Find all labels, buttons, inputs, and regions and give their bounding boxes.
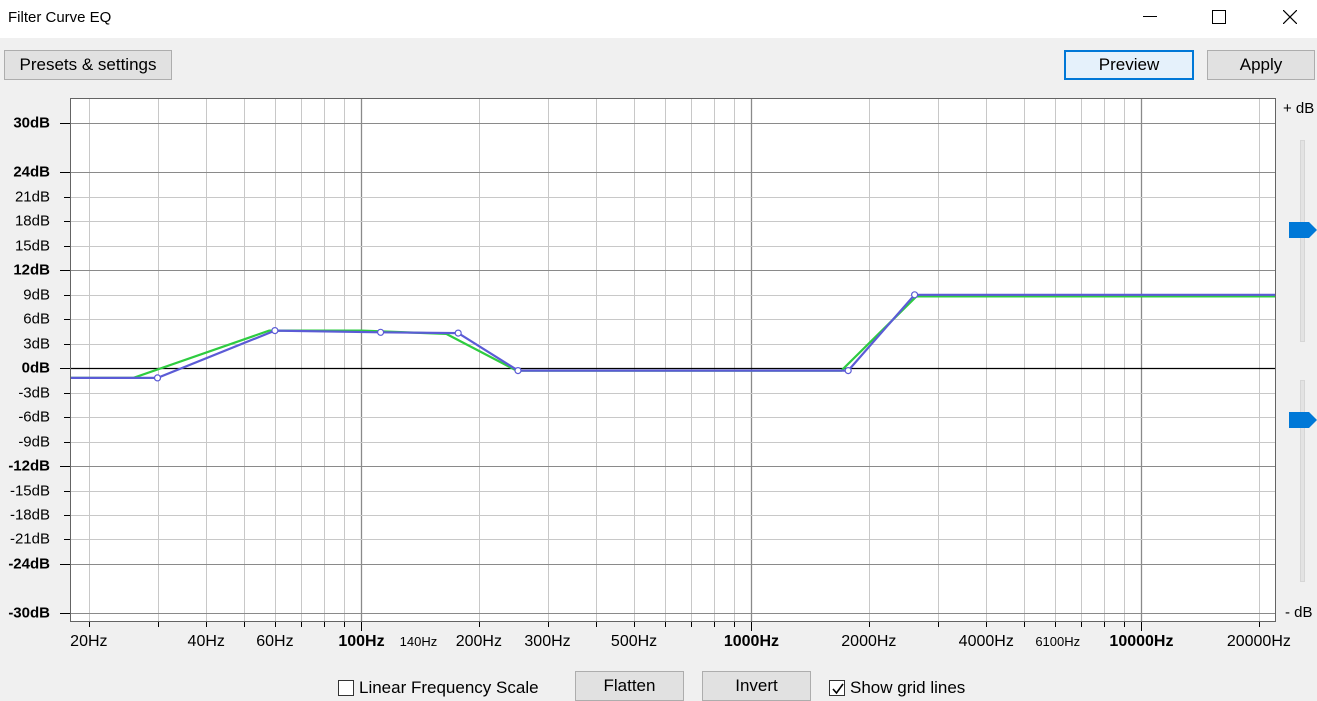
x-tick-label: 10000Hz (1109, 633, 1174, 650)
eq-control-point (910, 291, 919, 299)
x-tick-label: 60Hz (256, 633, 294, 650)
x-tick-label: 20Hz (70, 633, 108, 650)
gain-max-slider-thumb[interactable] (1289, 222, 1317, 238)
gain-max-slider-track[interactable] (1300, 140, 1305, 342)
x-axis-ticks (89, 622, 1260, 631)
eq-control-point (271, 327, 279, 335)
eq-curve-series-1 (71, 295, 1275, 379)
y-tick-label: 0dB (21, 359, 50, 377)
y-tick-label: 18dB (14, 212, 50, 230)
y-tick-label: 6dB (23, 310, 50, 328)
grid-checkbox-box[interactable] (829, 680, 845, 696)
y-tick-label: 12dB (13, 261, 50, 279)
close-icon (1283, 10, 1297, 24)
flatten-button[interactable]: Flatten (575, 671, 684, 701)
x-tick-label: 300Hz (524, 633, 571, 650)
gain-min-label: - dB (1285, 604, 1313, 621)
y-tick-label: -24dB (8, 555, 50, 573)
x-tick-label: 140Hz (399, 634, 438, 649)
y-tick-label: -3dB (18, 384, 50, 402)
eq-control-point (153, 374, 162, 382)
y-tick-label: 9dB (23, 286, 50, 304)
linear-checkbox-box[interactable] (338, 680, 354, 696)
apply-button[interactable]: Apply (1207, 50, 1315, 80)
linear-frequency-scale-label: Linear Frequency Scale (359, 678, 539, 697)
x-tick-label: 200Hz (455, 633, 502, 650)
eq-curve-plot[interactable] (70, 98, 1276, 622)
eq-curve-svg[interactable] (71, 99, 1275, 621)
close-button[interactable] (1267, 0, 1313, 34)
x-tick-label: 40Hz (187, 633, 225, 650)
x-tick-label: 1000Hz (723, 633, 780, 650)
y-tick-label: -18dB (9, 506, 50, 524)
maximize-icon (1212, 10, 1226, 24)
maximize-button[interactable] (1196, 0, 1242, 34)
x-tick-label: 20000Hz (1226, 633, 1291, 650)
eq-control-point (377, 328, 385, 336)
eq-control-point (514, 367, 522, 375)
show-grid-lines-checkbox[interactable]: Show grid lines (829, 678, 965, 698)
gain-max-label: + dB (1283, 100, 1315, 117)
presets-settings-button[interactable]: Presets & settings (4, 50, 172, 80)
y-tick-label: -15dB (9, 482, 50, 499)
y-tick-label: 21dB (14, 188, 50, 206)
window-title: Filter Curve EQ (8, 9, 112, 26)
invert-button[interactable]: Invert (702, 671, 811, 701)
y-tick-label: 15dB (14, 237, 50, 255)
show-grid-lines-label: Show grid lines (850, 678, 966, 697)
y-tick-label: -9dB (18, 433, 50, 451)
checkmark-icon (832, 683, 844, 695)
y-tick-label: -12dB (8, 457, 50, 475)
y-tick-label: 30dB (13, 114, 50, 132)
y-tick-label: 24dB (13, 163, 50, 181)
linear-frequency-scale-checkbox[interactable]: Linear Frequency Scale (338, 678, 539, 698)
y-tick-label: -21dB (9, 530, 50, 548)
x-tick-label: 6100Hz (1035, 634, 1081, 649)
eq-control-point (454, 329, 462, 337)
x-tick-label: 100Hz (338, 633, 385, 650)
preview-button[interactable]: Preview (1064, 50, 1194, 80)
y-tick-label: -6dB (18, 408, 50, 426)
y-axis-ticks (60, 123, 70, 614)
minimize-button[interactable] (1127, 0, 1173, 34)
title-bar: Filter Curve EQ (0, 0, 1317, 38)
gain-min-slider-thumb[interactable] (1289, 412, 1317, 428)
gain-min-slider-track[interactable] (1300, 380, 1305, 582)
y-tick-label: -30dB (8, 604, 50, 622)
minimize-icon (1143, 16, 1157, 17)
x-tick-label: 500Hz (610, 633, 658, 650)
eq-control-point (844, 367, 852, 375)
x-tick-label: 2000Hz (841, 633, 897, 650)
y-tick-label: 3dB (23, 335, 50, 353)
x-tick-label: 4000Hz (958, 633, 1014, 650)
